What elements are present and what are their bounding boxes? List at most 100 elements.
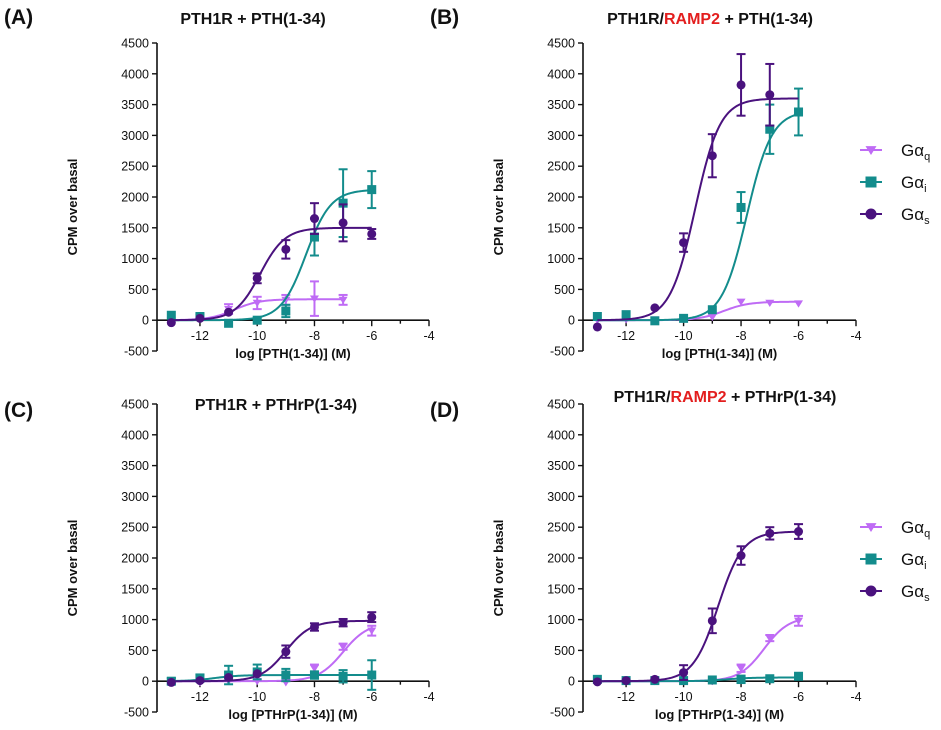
data-point-gi bbox=[650, 316, 660, 326]
y-tick-label: 3000 bbox=[121, 129, 149, 143]
data-point-gs bbox=[166, 677, 176, 687]
data-point-gq bbox=[281, 296, 291, 304]
y-tick-label: -500 bbox=[124, 345, 149, 359]
data-point-gi bbox=[794, 671, 804, 681]
y-tick-label: 0 bbox=[142, 675, 149, 689]
x-axis-title: log [PTH(1-34)] (M) bbox=[662, 346, 778, 361]
y-tick-label: 2500 bbox=[547, 160, 575, 174]
data-point-gs bbox=[736, 551, 746, 561]
data-point-gs bbox=[252, 273, 262, 283]
y-tick-label: 2500 bbox=[121, 160, 149, 174]
y-tick-label: 3500 bbox=[547, 459, 575, 473]
legend-label-base: Gα bbox=[901, 550, 924, 569]
data-point-gs bbox=[281, 244, 291, 254]
panel-a: (A) PTH1R + PTH(1-34) -500 0 500 1000 1500 2000… bbox=[4, 6, 435, 361]
y-tick-label: 4000 bbox=[547, 67, 575, 81]
fit-curve-gi bbox=[171, 674, 372, 683]
data-point-gs bbox=[367, 229, 377, 239]
legend-item-gi: Gαi bbox=[860, 173, 927, 195]
title-part: PTH1R + PTHrP(1-34) bbox=[195, 397, 357, 414]
data-point-gi bbox=[765, 124, 775, 134]
data-point-gq bbox=[707, 313, 717, 322]
data-point-gs bbox=[679, 668, 689, 678]
panel-b: (B) PTH1R/RAMP2 + PTH(1-34) -500 0 500 1000 15… bbox=[430, 6, 930, 361]
x-tick-label: -12 bbox=[191, 329, 209, 343]
data-point-gq bbox=[309, 295, 319, 303]
title-part: + PTHrP(1-34) bbox=[727, 389, 837, 406]
x-tick-label: -8 bbox=[735, 329, 746, 343]
data-point-gs bbox=[707, 616, 717, 626]
legend-label-base: Gα bbox=[901, 582, 924, 601]
data-point-gi bbox=[309, 232, 319, 242]
legend-marker bbox=[865, 585, 877, 597]
title-highlight: RAMP2 bbox=[664, 11, 720, 28]
y-axis-title: CPM over basal bbox=[65, 520, 80, 617]
x-tick-label: -6 bbox=[793, 690, 804, 704]
y-tick-label: -500 bbox=[550, 345, 575, 359]
data-point-gq bbox=[338, 643, 348, 651]
legend-label: Gαq bbox=[901, 518, 930, 540]
y-tick-label: 2500 bbox=[121, 521, 149, 535]
y-tick-label: 2000 bbox=[121, 191, 149, 205]
data-point-gq bbox=[794, 617, 804, 625]
legend-item-gq: Gαq bbox=[860, 518, 930, 540]
y-tick-label: 0 bbox=[568, 314, 575, 328]
y-tick-label: 2000 bbox=[121, 552, 149, 566]
data-point-gs bbox=[592, 322, 602, 332]
legend-label: Gαs bbox=[901, 205, 930, 227]
series-gs bbox=[592, 523, 804, 687]
legend-marker bbox=[865, 523, 877, 532]
y-tick-label: 3000 bbox=[547, 129, 575, 143]
data-point-gs bbox=[309, 214, 319, 224]
legend-marker bbox=[865, 208, 877, 220]
y-tick-label: 3500 bbox=[121, 459, 149, 473]
legend-item-gs: Gαs bbox=[860, 205, 930, 227]
y-tick-label: 1500 bbox=[121, 221, 149, 235]
panel-label: (B) bbox=[430, 6, 459, 29]
legend-label-base: Gα bbox=[901, 173, 924, 192]
y-tick-label: 500 bbox=[128, 644, 149, 658]
x-axis-title: log [PTHrP(1-34)] (M) bbox=[655, 707, 784, 722]
data-point-gi bbox=[707, 675, 717, 685]
y-tick-label: 500 bbox=[554, 644, 575, 658]
y-tick-label: 1000 bbox=[547, 252, 575, 266]
data-point-gi bbox=[736, 674, 746, 684]
y-tick-label: 3500 bbox=[547, 98, 575, 112]
legend-label-sub: i bbox=[924, 183, 926, 195]
data-point-gs bbox=[765, 90, 775, 100]
data-point-gs bbox=[195, 313, 205, 323]
data-point-gs bbox=[166, 318, 176, 328]
x-tick-label: -8 bbox=[309, 329, 320, 343]
data-point-gs bbox=[621, 676, 631, 686]
data-point-gs bbox=[765, 528, 775, 538]
legend-label-sub: s bbox=[924, 592, 930, 604]
x-tick-label: -8 bbox=[309, 690, 320, 704]
legend-label: Gαi bbox=[901, 550, 927, 572]
panel-title: PTH1R/RAMP2 + PTH(1-34) bbox=[607, 11, 813, 28]
y-tick-label: 0 bbox=[142, 314, 149, 328]
series-gs bbox=[166, 611, 377, 687]
data-point-gq bbox=[309, 665, 319, 673]
x-tick-label: -10 bbox=[675, 329, 693, 343]
x-tick-label: -4 bbox=[850, 690, 861, 704]
y-tick-label: 4000 bbox=[121, 67, 149, 81]
y-tick-label: 500 bbox=[554, 283, 575, 297]
legend-item-gi: Gαi bbox=[860, 550, 927, 572]
y-axis-title: CPM over basal bbox=[65, 159, 80, 256]
data-point-gq bbox=[765, 299, 775, 308]
fit-curve-gq bbox=[597, 619, 799, 683]
x-tick-label: -10 bbox=[248, 329, 266, 343]
legend-item-gs: Gαs bbox=[860, 582, 930, 604]
data-point-gi bbox=[281, 306, 291, 316]
data-point-gi bbox=[707, 305, 717, 315]
data-point-gi bbox=[794, 107, 804, 117]
fit-curve-gi bbox=[171, 189, 372, 322]
data-point-gq bbox=[736, 665, 746, 673]
data-point-gs bbox=[736, 80, 746, 90]
title-highlight: RAMP2 bbox=[671, 389, 727, 406]
data-point-gs bbox=[281, 647, 291, 657]
panel-c: (C) PTH1R + PTHrP(1-34) -500 0 500 1000 1500 20… bbox=[4, 397, 435, 722]
fit-curve-gs bbox=[171, 619, 372, 683]
